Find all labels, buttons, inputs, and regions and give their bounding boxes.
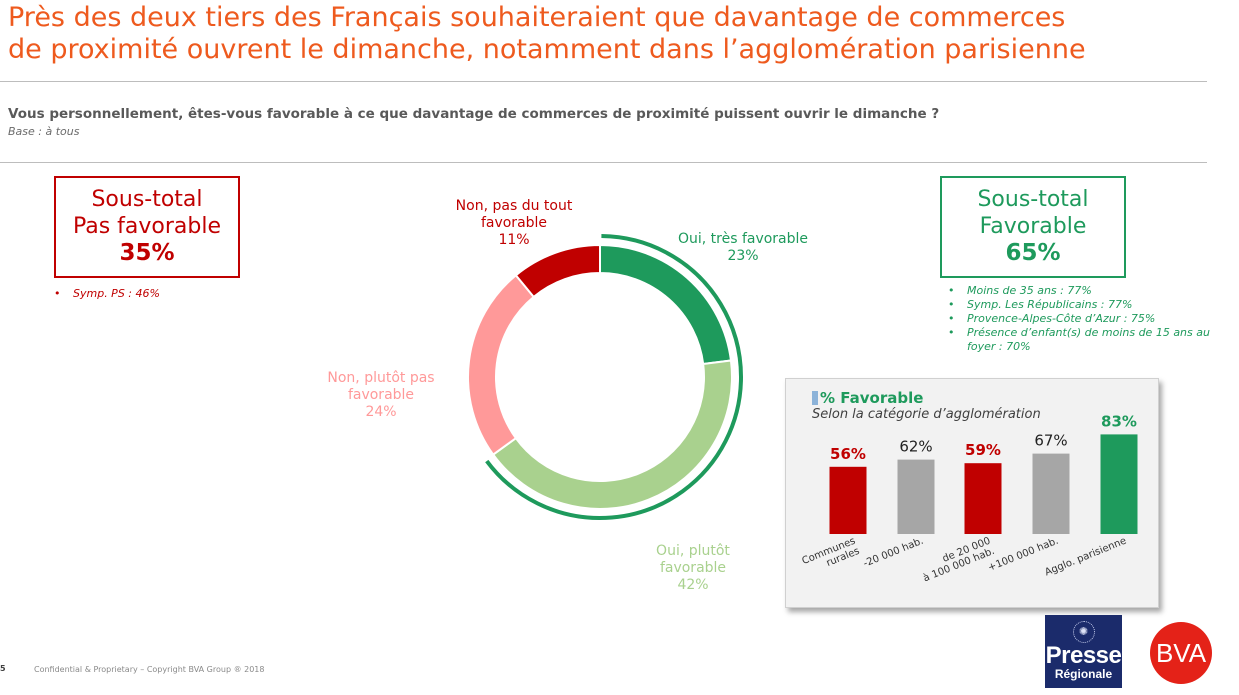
label-tres-favorable-value: 23% [727,248,759,264]
bar-3 [964,463,1002,534]
label-tres-favorable-text: Oui, très favorable [677,231,809,247]
question-divider [0,162,1207,163]
presse-logo-line1: Presse [1045,642,1122,669]
label-pas-du-tout-line1: Non, pas du tout [455,198,573,214]
label-plutot-pas-value: 24% [365,404,397,420]
title-divider [0,81,1207,82]
slice-pas-du-tout-favorable [514,243,601,299]
footer-copyright: Confidential & Proprietary – Copyright B… [34,665,265,674]
subtotal-favorable-line1: Sous-total [977,187,1089,212]
label-plutot-pas-favorable: Non, plutôt pas favorable 24% [300,370,462,421]
panel-subtitle: Selon la catégorie d’agglomération [812,407,1041,422]
bullet-item: Présence d’enfant(s) de moins de 15 ans … [948,326,1218,354]
bar-value-label: 83% [1101,412,1137,430]
page-number: 5 [0,664,6,673]
not-favorable-bullets: Symp. PS : 46% [54,287,160,301]
label-tres-favorable: Oui, très favorable 23% [618,231,868,265]
label-pas-du-tout-favorable: Non, pas du tout favorable 11% [434,198,594,249]
category-label-line: -20 000 hab. [862,536,925,570]
bullet-item: Symp. Les Républicains : 77% [948,298,1218,312]
page-title: Près des deux tiers des Français souhait… [8,2,1228,66]
subtotal-not-favorable-box: Sous-total Pas favorable 35% [54,176,240,278]
bar-value-label: 67% [1034,432,1067,450]
title-line-2: de proximité ouvrent le dimanche, notamm… [8,34,1086,65]
title-line-1: Près des deux tiers des Français souhait… [8,2,1066,33]
label-plutot-pas-line2: favorable [347,387,415,403]
subtotal-not-favorable-line2: Pas favorable [72,214,222,239]
bar-category-label: Communesrurales [801,536,862,578]
slice-plutot-favorable [491,359,733,510]
bar-5 [1100,434,1138,534]
survey-question: Vous personnellement, êtes-vous favorabl… [8,106,940,122]
subtotal-favorable-box: Sous-total Favorable 65% [940,176,1126,278]
panel-title: % Favorable [812,389,923,407]
presse-regionale-logo: ✺ Presse Régionale [1045,615,1122,688]
presse-logo-line2: Régionale [1054,667,1113,681]
slice-plutot-pas-favorable [467,273,536,456]
bullet-item: Provence-Alpes-Côte d’Azur : 75% [948,312,1218,326]
survey-base: Base : à tous [8,125,80,138]
subtotal-favorable-line2: Favorable [979,214,1087,239]
panel-marker-icon [812,391,818,405]
panel-title-text: % Favorable [820,389,924,407]
label-pas-du-tout-value: 11% [498,232,530,248]
bva-logo: BVA [1150,622,1212,684]
favorable-bullets: Moins de 35 ans : 77% Symp. Les Républic… [948,284,1218,354]
subtotal-not-favorable-line1: Sous-total [91,187,203,212]
bar-category-label: de 20 000à 100 000 hab. [918,536,997,585]
agglomeration-bar-chart: 56% Communesrurales 62% -20 000 hab. 59% de 2… [801,412,1138,585]
bar-value-label: 56% [830,445,866,463]
agglomeration-panel: % Favorable Selon la catégorie d’agglomé… [785,378,1159,608]
emblem-icon: ✺ [1072,621,1095,643]
bar-category-label: -20 000 hab. [862,536,925,570]
donut-chart [467,234,743,520]
bar-1 [829,466,867,534]
bar-value-label: 59% [965,441,1001,459]
label-plutot-favorable-line1: Oui, plutôt [656,543,730,559]
bar-value-label: 62% [899,438,932,456]
bullet-item: Symp. PS : 46% [54,287,160,301]
bar-2 [897,459,935,534]
subtotal-not-favorable-value: 35% [119,240,175,266]
label-plutot-favorable: Oui, plutôt favorable 42% [613,543,773,594]
bullet-item: Moins de 35 ans : 77% [948,284,1218,298]
label-plutot-pas-line1: Non, plutôt pas [327,370,435,386]
bar-4 [1032,453,1070,534]
label-plutot-favorable-line2: favorable [659,560,727,576]
label-plutot-favorable-value: 42% [677,577,709,593]
subtotal-favorable-value: 65% [1005,240,1061,266]
favorable-outer-arc [485,234,743,520]
label-pas-du-tout-line2: favorable [480,215,548,231]
